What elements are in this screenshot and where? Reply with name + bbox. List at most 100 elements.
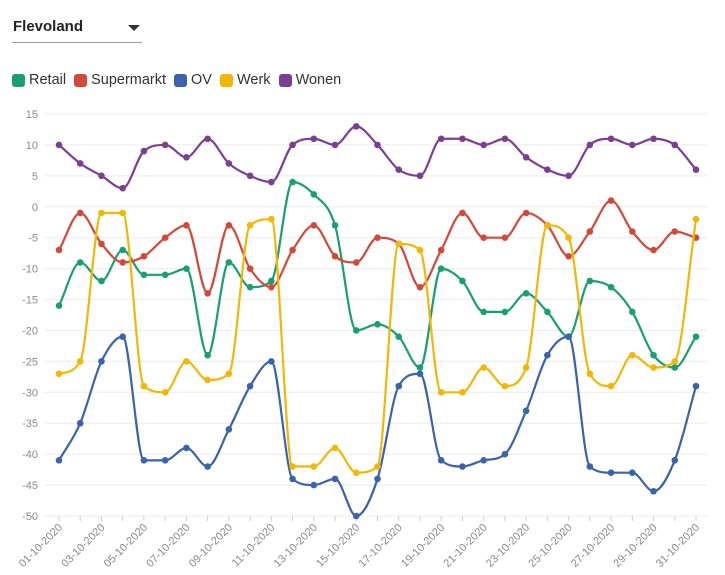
data-point-supermarkt (459, 209, 466, 217)
data-point-wonen (395, 166, 403, 173)
data-point-retail (480, 308, 487, 316)
legend-item-retail[interactable]: Retail (12, 72, 66, 88)
data-point-werk (374, 463, 381, 470)
legend-item-werk[interactable]: Werk (219, 72, 271, 88)
x-tick-label: 03-10-2020 (59, 522, 107, 570)
data-point-retail (544, 308, 551, 316)
data-point-ov (98, 358, 105, 365)
legend-item-wonen[interactable]: Wonen (278, 72, 341, 88)
data-point-werk (416, 246, 424, 254)
data-point-supermarkt (607, 197, 615, 204)
data-point-wonen (225, 160, 233, 167)
x-tick-label: 15-10-2020 (314, 522, 362, 570)
data-point-ov (629, 469, 636, 477)
data-point-retail (374, 320, 381, 328)
legend-label: Supermarkt (91, 72, 167, 88)
legend-item-supermarkt[interactable]: Supermarkt (74, 72, 166, 88)
legend-swatch (278, 73, 292, 87)
data-point-ov (204, 463, 211, 470)
x-tick-label: 23-10-2020 (484, 522, 532, 570)
data-point-werk (565, 234, 572, 241)
data-point-supermarkt (501, 234, 509, 241)
data-point-werk (204, 376, 211, 384)
region-dropdown[interactable]: Flevoland (12, 14, 142, 43)
data-point-werk (246, 222, 254, 229)
data-point-retail (140, 271, 148, 279)
data-point-werk (55, 370, 63, 378)
data-point-retail (225, 259, 233, 266)
y-tick-label: -45 (22, 480, 38, 492)
data-point-ov (331, 475, 339, 483)
data-point-werk (629, 351, 636, 359)
data-point-retail (331, 222, 339, 229)
data-point-ov (501, 450, 509, 458)
data-point-retail (98, 277, 105, 285)
data-point-wonen (55, 141, 63, 149)
x-tick-label: 29-10-2020 (611, 522, 659, 570)
data-point-supermarkt (480, 234, 487, 241)
data-point-retail (459, 277, 466, 285)
legend-item-ov[interactable]: OV (174, 72, 212, 88)
data-point-wonen (650, 135, 657, 143)
data-point-ov (310, 481, 318, 489)
data-point-wonen (352, 123, 360, 130)
data-point-wonen (501, 135, 509, 143)
data-point-werk (437, 389, 445, 396)
data-point-ov (374, 475, 381, 483)
data-point-ov (692, 382, 700, 390)
data-point-ov (395, 382, 403, 390)
data-point-wonen (437, 135, 445, 143)
y-tick-label: -25 (22, 356, 38, 368)
data-point-supermarkt (268, 283, 275, 291)
data-point-retail (692, 333, 700, 340)
data-point-supermarkt (119, 259, 126, 266)
series-line-ov (58, 335, 698, 518)
data-point-retail (352, 327, 360, 334)
data-point-wonen (268, 178, 275, 186)
data-point-werk (289, 463, 296, 470)
y-tick-label: -35 (22, 418, 38, 430)
data-point-wonen (331, 141, 339, 149)
data-point-werk (671, 358, 679, 365)
y-tick-label: -40 (22, 449, 38, 461)
data-point-werk (331, 444, 339, 452)
series-line-werk (58, 211, 698, 474)
data-point-wonen (629, 141, 636, 149)
data-point-wonen (98, 172, 105, 180)
x-tick-label: 05-10-2020 (102, 522, 150, 570)
series-line-retail (58, 180, 697, 369)
legend-label: Retail (29, 72, 67, 88)
data-point-werk (650, 364, 657, 371)
data-point-retail (629, 308, 636, 316)
data-point-supermarkt (352, 259, 360, 266)
data-point-ov (76, 419, 84, 427)
data-point-retail (586, 277, 594, 285)
data-point-ov (289, 475, 296, 483)
x-tick-label: 13-10-2020 (272, 522, 320, 570)
x-tick-label: 19-10-2020 (399, 522, 447, 570)
data-point-retail (268, 277, 275, 285)
data-point-werk (501, 382, 509, 390)
data-point-supermarkt (310, 222, 318, 229)
data-point-wonen (119, 184, 126, 192)
legend-label: OV (191, 72, 212, 88)
data-point-supermarkt (650, 246, 657, 254)
x-tick-label: 27-10-2020 (569, 522, 617, 570)
data-point-ov (586, 463, 594, 470)
data-point-supermarkt (374, 234, 381, 241)
data-point-retail (76, 259, 84, 266)
y-tick-label: 15 (26, 109, 38, 121)
data-point-ov (671, 457, 679, 464)
legend-label: Werk (236, 72, 271, 88)
data-point-ov (140, 457, 148, 464)
data-point-ov (565, 333, 572, 340)
y-tick-label: -15 (22, 295, 38, 307)
data-point-retail (204, 351, 211, 359)
data-point-supermarkt (586, 228, 594, 235)
data-point-werk (225, 370, 233, 378)
data-point-supermarkt (522, 209, 530, 217)
data-point-retail (522, 290, 530, 297)
data-point-supermarkt (246, 265, 254, 272)
data-point-supermarkt (331, 252, 339, 260)
data-point-retail (246, 283, 254, 291)
